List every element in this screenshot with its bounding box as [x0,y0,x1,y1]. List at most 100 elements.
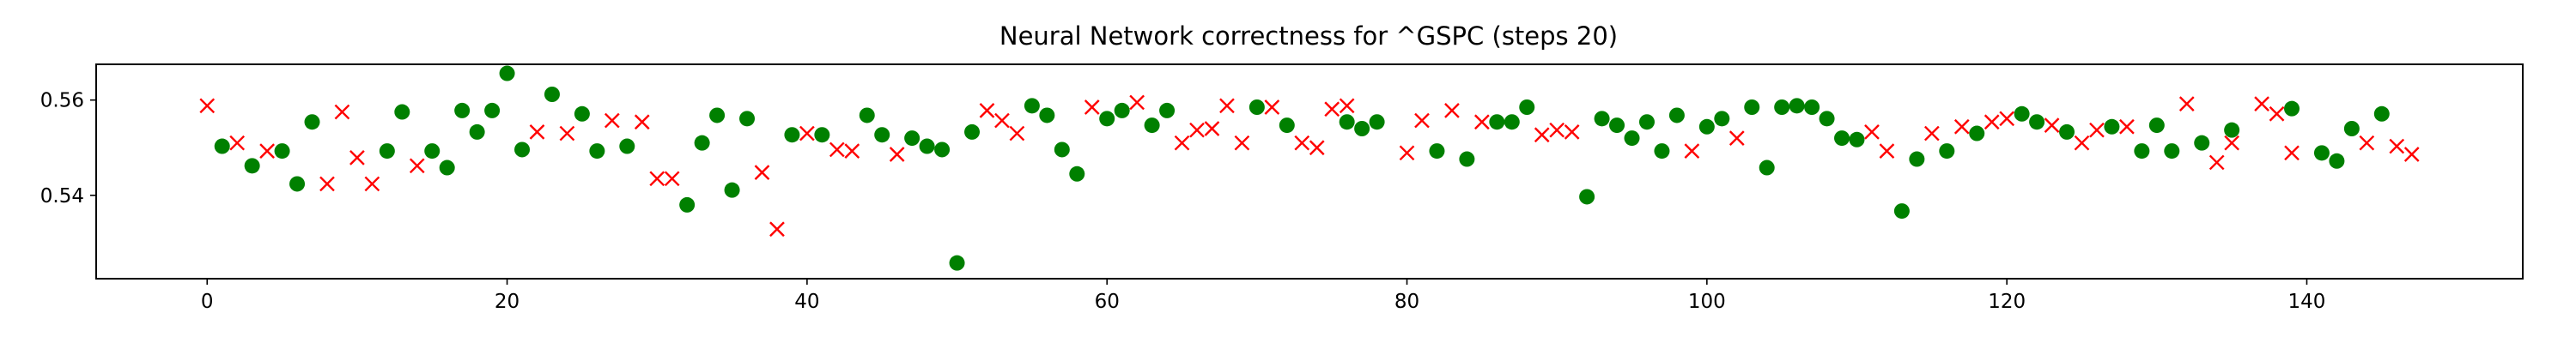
data-point-circle [2373,105,2390,122]
data-point-circle [1489,114,1505,130]
data-point-x [1879,143,1895,159]
data-point-circle [919,138,935,154]
data-point-circle [1609,117,1625,134]
data-point-circle [1054,141,1070,158]
data-point-circle [289,176,306,192]
data-point-circle [514,141,531,158]
data-point-circle [679,196,696,213]
data-point-circle [574,105,590,122]
data-point-circle [1698,118,1715,135]
data-point-x [634,114,650,130]
x-tick-label: 120 [1988,291,2026,313]
data-point-x [2044,117,2060,133]
data-point-circle [1519,99,1535,115]
data-point-circle [2104,118,2120,135]
data-point-x [754,165,770,180]
data-point-circle [1279,117,1295,134]
x-tick-label: 20 [495,291,519,313]
data-point-x [2224,135,2240,151]
data-point-circle [934,141,951,158]
data-point-x [664,171,680,187]
data-point-circle [1969,125,1985,141]
data-point-x [1189,122,1205,138]
data-point-x [1923,125,1940,141]
data-point-x [1399,145,1415,161]
data-point-x [2284,145,2300,161]
data-point-circle [1893,203,1910,220]
data-point-x [2089,122,2105,138]
data-point-x [1324,101,1340,117]
data-point-circle [379,143,395,159]
data-point-x [1009,125,1025,141]
data-point-circle [274,143,290,159]
data-point-circle [1429,143,1445,159]
data-point-circle [544,87,560,102]
data-point-circle [454,102,471,118]
data-point-circle [859,107,875,123]
data-point-circle [2194,135,2210,151]
data-point-circle [2059,123,2075,140]
data-point-x [829,141,845,158]
data-point-x [799,125,815,141]
data-point-x [1204,121,1220,136]
data-point-circle [724,182,740,198]
x-tick-label: 80 [1394,291,1419,313]
data-point-x [1549,122,1565,138]
data-point-circle [814,127,830,143]
data-point-circle [619,138,635,154]
data-point-circle [304,114,320,130]
data-point-x [2359,135,2375,151]
data-point-circle [1504,114,1520,130]
data-point-x [844,143,860,159]
data-point-x [229,135,246,151]
data-point-x [1414,112,1430,129]
data-point-x [1984,114,2000,130]
data-point-circle [1638,114,1655,130]
data-point-x [199,98,216,114]
data-point-circle [469,123,485,140]
data-point-x [1444,103,1460,118]
data-point-circle [2014,105,2030,122]
data-point-circle [1714,111,1730,127]
data-point-circle [1744,99,1760,115]
data-point-circle [2313,145,2330,161]
data-point-x [994,112,1010,129]
data-point-x [1294,135,1310,151]
data-point-x [529,124,545,140]
data-point-circle [1759,159,1775,176]
x-axis: 0 20 40 60 80 100 120 140 [201,279,2325,313]
data-point-x [889,147,905,162]
data-point-circle [1909,151,1925,167]
data-point-x [1564,124,1580,140]
data-point-circle [424,143,440,159]
data-point-circle [2148,117,2165,134]
data-point-circle [499,65,515,81]
data-point-circle [949,255,965,271]
data-point-x [604,112,620,129]
data-point-circle [739,111,756,127]
data-point-circle [1144,117,1160,134]
data-point-circle [1069,165,1085,182]
data-point-x [1264,99,1280,115]
data-point-x [259,143,275,159]
data-point-circle [1624,130,1640,147]
data-point-x [1999,111,2015,127]
data-point-circle [1939,143,1955,159]
x-tick-label: 0 [201,291,214,313]
data-point-circle [1594,111,1610,127]
data-point-circle [2029,114,2045,130]
data-point-x [769,221,785,238]
data-point-x [2208,154,2225,171]
data-point-x [1864,124,1880,140]
data-point-x [1309,140,1325,156]
data-point-x [1174,135,1190,151]
plot-area-frame [95,63,2524,280]
data-point-x [1728,130,1745,146]
data-point-circle [1369,114,1385,130]
data-point-x [334,104,350,120]
data-point-circle [2343,121,2360,136]
data-point-circle [244,158,260,174]
data-point-circle [1159,102,1176,118]
x-tick-label: 40 [794,291,819,313]
data-point-circle [394,104,410,120]
